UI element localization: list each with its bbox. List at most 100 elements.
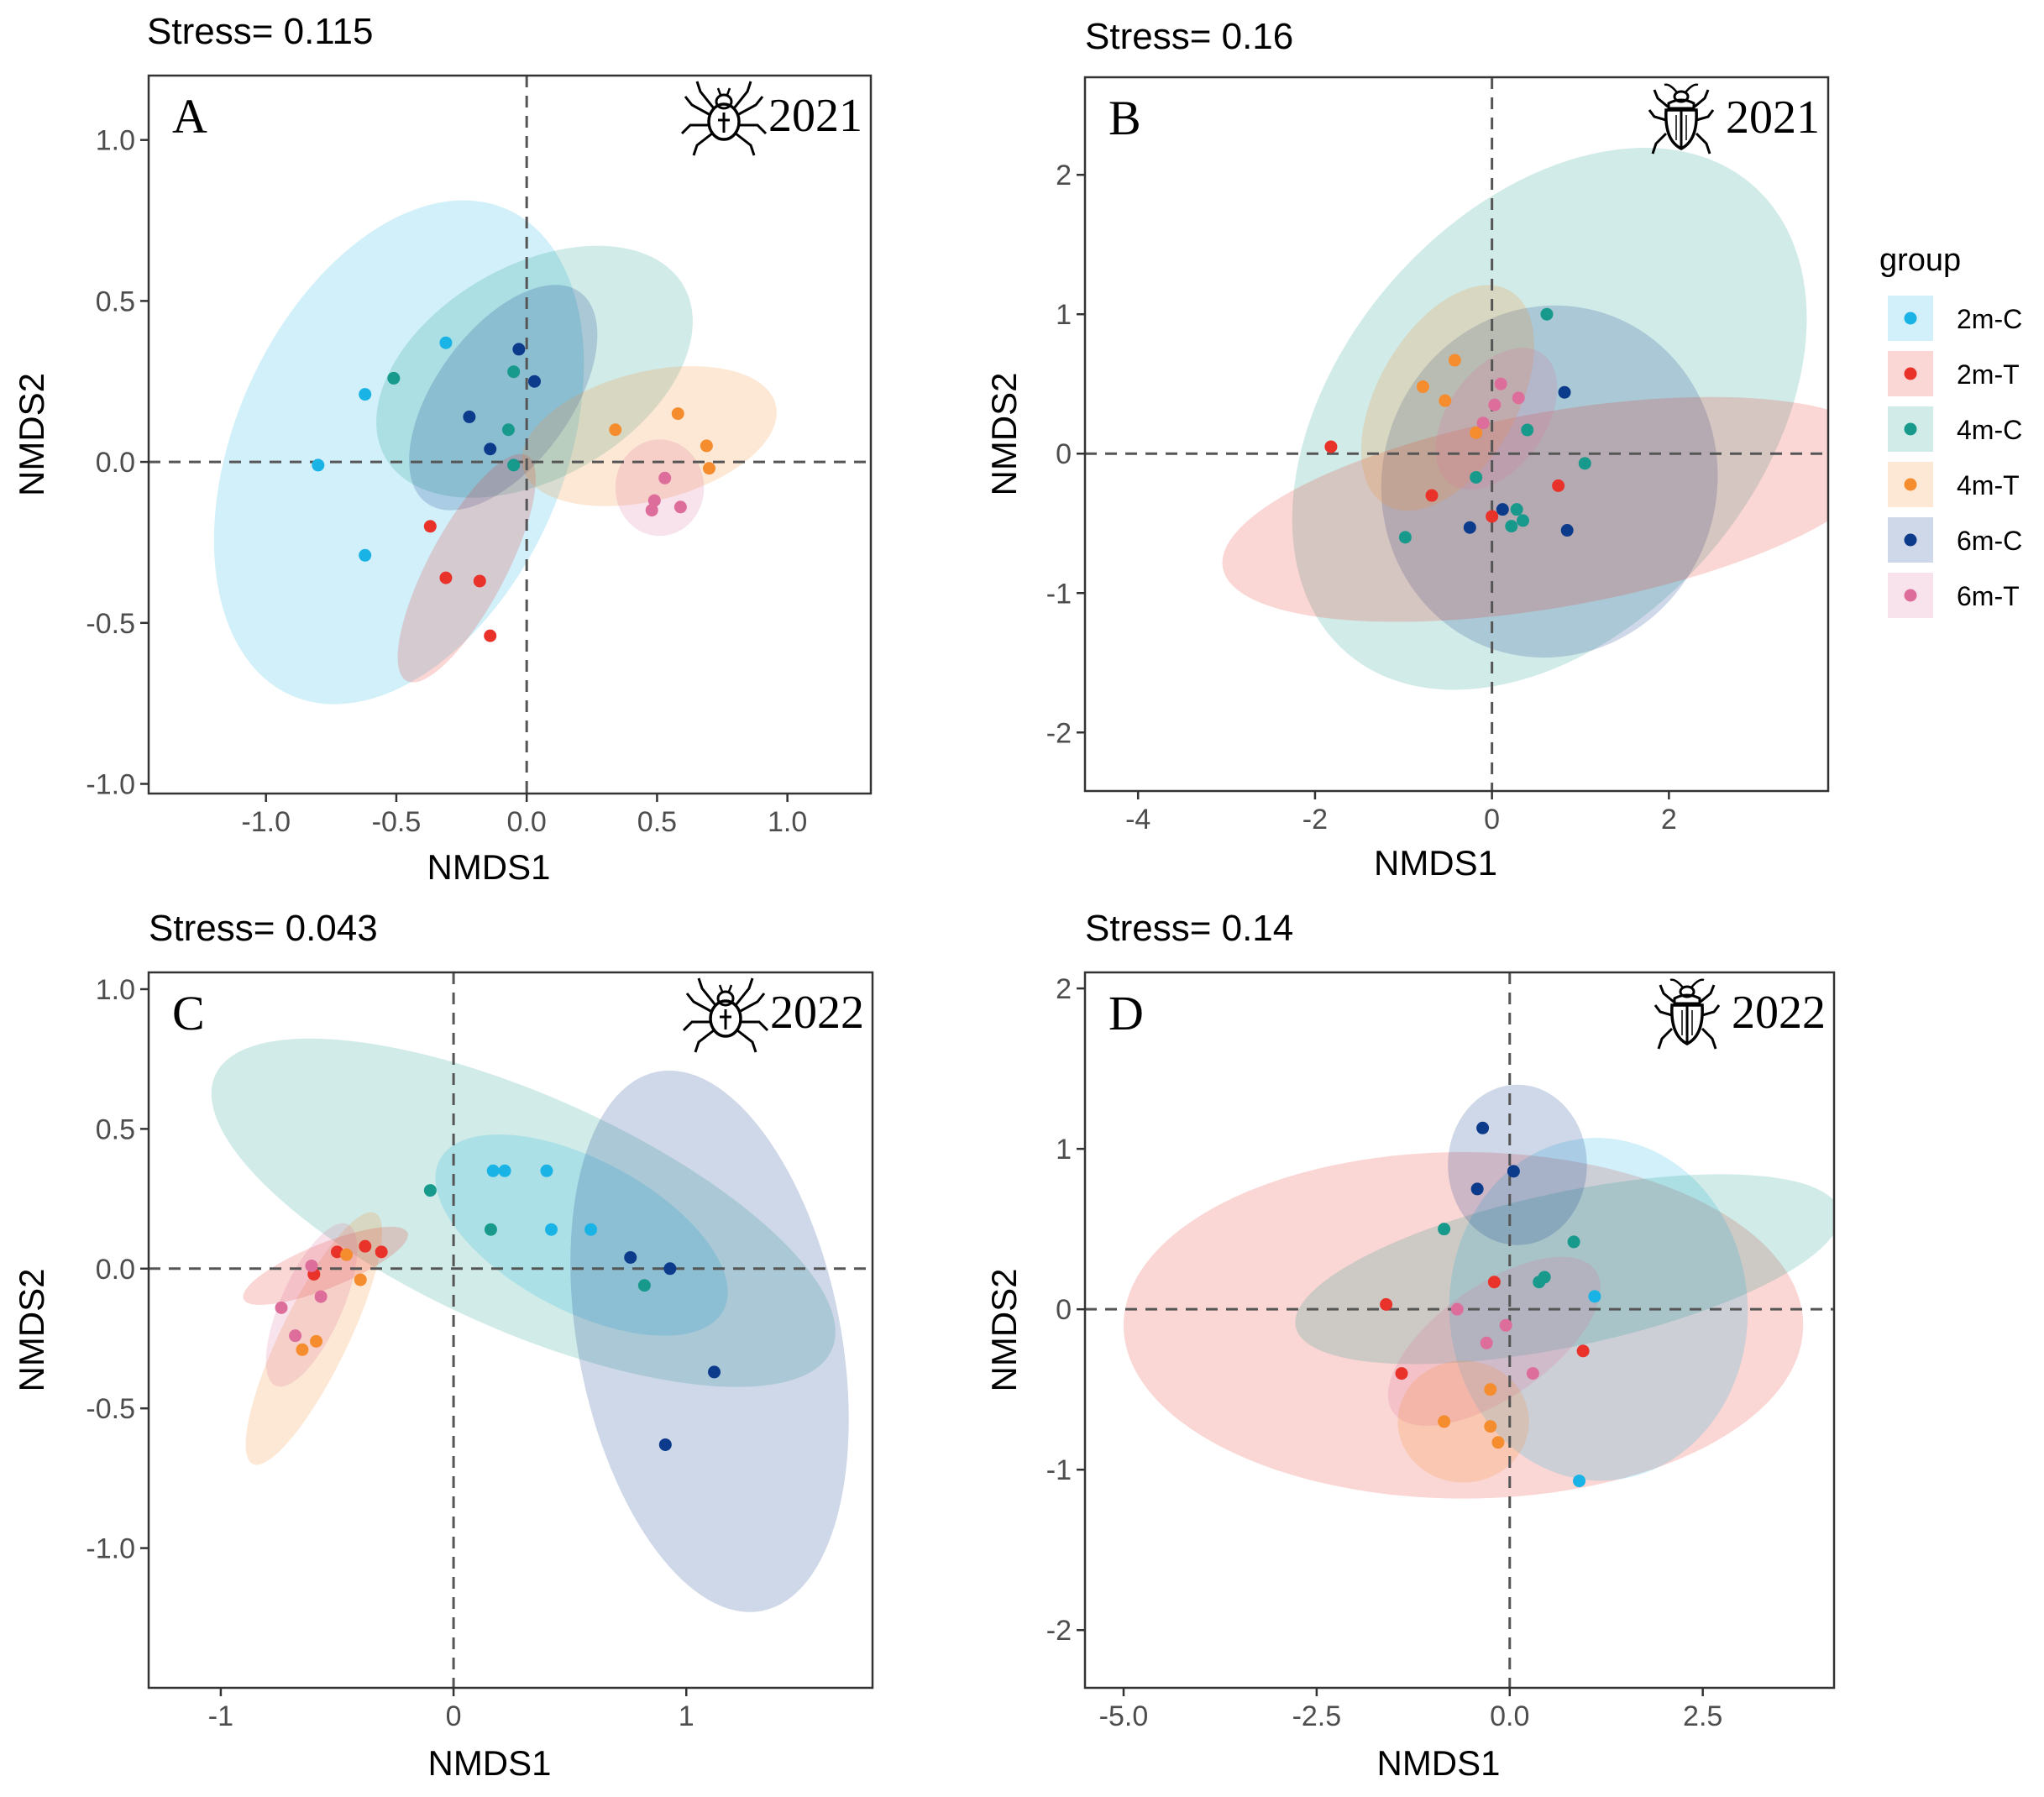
- point-4m-T: [700, 439, 713, 453]
- point-6m-C: [512, 343, 526, 356]
- y-tick-label: -1.0: [86, 1533, 135, 1565]
- point-4m-C: [1578, 457, 1591, 470]
- point-4m-T: [609, 423, 622, 437]
- point-6m-T: [1512, 391, 1525, 405]
- legend-label: 4m-C: [1957, 415, 2022, 445]
- x-tick-label: 0.0: [1490, 1700, 1529, 1732]
- point-2m-C: [312, 458, 325, 472]
- point-4m-T: [340, 1248, 354, 1261]
- legend-entry-2m-T: 2m-T: [1888, 351, 2020, 396]
- y-tick-label: 0: [1056, 1294, 1072, 1326]
- ellipse-4m-C: [1295, 1174, 1834, 1365]
- y-tick-label: 0.5: [96, 1113, 135, 1145]
- point-2m-T: [375, 1245, 388, 1259]
- stress-label: Stress= 0.043: [149, 908, 378, 949]
- point-6m-T: [673, 500, 687, 514]
- x-tick-label: -2: [1302, 804, 1328, 836]
- ellipse-6m-C: [1448, 1084, 1587, 1245]
- point-4m-T: [1470, 426, 1483, 439]
- y-tick-label: -1: [1046, 1454, 1072, 1486]
- point-6m-C: [1476, 1121, 1490, 1134]
- point-2m-C: [540, 1164, 553, 1177]
- x-tick-label: -2.5: [1292, 1700, 1342, 1732]
- point-2m-T: [439, 571, 453, 584]
- point-2m-T: [1486, 510, 1499, 523]
- point-6m-C: [1496, 503, 1509, 516]
- point-6m-T: [305, 1259, 318, 1272]
- ellipse-6m-T: [615, 439, 705, 537]
- point-2m-C: [545, 1223, 558, 1236]
- plot-border: [147, 74, 873, 795]
- legend-key-point: [1904, 533, 1917, 547]
- y-tick-label: 2: [1056, 973, 1072, 1005]
- point-6m-C: [624, 1250, 637, 1264]
- point-6m-T: [1499, 1318, 1512, 1332]
- x-tick-label: -1.0: [241, 806, 291, 838]
- point-2m-T: [1395, 1367, 1408, 1380]
- y-tick-label: 1: [1056, 299, 1072, 331]
- ellipse-2m-C: [213, 200, 584, 705]
- y-axis-title: NMDS2: [12, 1268, 51, 1391]
- point-4m-C: [1533, 1276, 1546, 1289]
- y-tick-label: 0: [1056, 438, 1072, 470]
- x-axis-title: NMDS1: [1374, 843, 1497, 883]
- point-4m-C: [501, 423, 515, 437]
- panel-a: -1.0 -0.5 0.0 0.5 1.0 -1.0 -0.5 0.0 0.5 1.0 Stress…: [12, 11, 873, 887]
- point-4m-C: [637, 1279, 651, 1292]
- panel-year: 2021: [1726, 92, 1820, 144]
- ellipse-6m-T: [1435, 348, 1558, 490]
- legend-entry-6m-T: 6m-T: [1888, 573, 2020, 618]
- plot-background: [1085, 972, 1834, 1688]
- point-6m-C: [484, 443, 497, 456]
- point-2m-T: [473, 574, 486, 588]
- point-6m-T: [275, 1301, 288, 1314]
- legend-key-point: [1904, 478, 1917, 491]
- point-2m-C: [486, 1164, 500, 1177]
- y-axis-title: NMDS2: [984, 372, 1024, 495]
- legend-entry-4m-T: 4m-T: [1888, 462, 2020, 507]
- y-tick-label: 0.0: [96, 1254, 135, 1286]
- legend-label: 4m-T: [1957, 470, 2020, 500]
- point-2m-T: [484, 629, 497, 642]
- points: [275, 1164, 721, 1451]
- x-axis-title: NMDS1: [1376, 1743, 1500, 1783]
- ellipse-6m-T: [1387, 1256, 1601, 1426]
- point-4m-C: [1398, 531, 1412, 544]
- panel-year: 2021: [768, 90, 862, 142]
- point-4m-C: [484, 1223, 497, 1236]
- point-4m-T: [671, 407, 684, 421]
- point-2m-C: [1588, 1290, 1601, 1303]
- point-2m-T: [1324, 440, 1338, 453]
- point-4m-C: [1517, 514, 1530, 527]
- point-6m-T: [314, 1290, 328, 1303]
- ellipse-6m-T: [265, 1223, 358, 1387]
- stress-label: Stress= 0.115: [147, 11, 373, 52]
- point-4m-T: [296, 1343, 309, 1356]
- ellipse-4m-C: [211, 1038, 836, 1387]
- point-6m-T: [1450, 1302, 1464, 1316]
- y-tick-label: 1.0: [96, 974, 135, 1006]
- panels: -1.0 -0.5 0.0 0.5 1.0 -1.0 -0.5 0.0 0.5 1.0 Stress…: [12, 11, 1836, 1783]
- point-4m-T: [1448, 354, 1461, 367]
- point-6m-C: [1507, 1165, 1520, 1178]
- y-tick-label: -1.0: [86, 768, 135, 800]
- ellipse-6m-C: [1381, 305, 1718, 658]
- point-4m-C: [423, 1184, 437, 1197]
- legend-key-point: [1904, 312, 1917, 325]
- stress-label: Stress= 0.14: [1085, 908, 1293, 949]
- x-tick-label: 2: [1661, 804, 1677, 836]
- x-axis-title: NMDS1: [427, 847, 550, 887]
- point-6m-T: [1494, 377, 1507, 390]
- point-2m-T: [359, 1239, 372, 1253]
- point-4m-C: [387, 371, 401, 385]
- point-6m-C: [663, 1262, 677, 1276]
- point-2m-C: [584, 1223, 598, 1236]
- point-2m-C: [359, 388, 372, 401]
- y-tick-label: 1.0: [96, 125, 135, 157]
- point-4m-C: [1510, 503, 1523, 516]
- point-2m-C: [439, 336, 453, 349]
- points: [1324, 307, 1591, 544]
- point-4m-C: [1567, 1235, 1580, 1249]
- x-axis-title: NMDS1: [427, 1743, 551, 1783]
